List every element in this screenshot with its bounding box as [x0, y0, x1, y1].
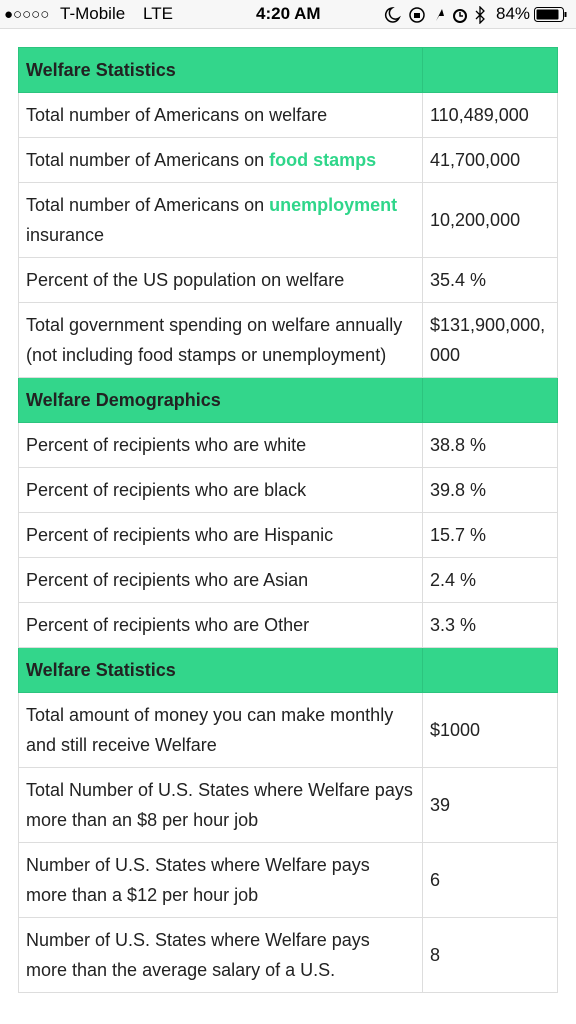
- battery-percent: 84%: [496, 4, 531, 23]
- label-text: Percent of recipients who are white: [26, 435, 307, 455]
- row-label: Percent of recipients who are black: [18, 467, 423, 513]
- data-row: Percent of recipients who are Hispanic 15…: [18, 512, 558, 558]
- header-empty-cell: [422, 47, 558, 93]
- status-bar: ●○○○○ T-Mobile LTE 4:20 AM 84%: [0, 0, 576, 29]
- label-text: Total number of Americans on welfare: [26, 105, 328, 125]
- time: 4:20 AM: [256, 4, 321, 23]
- row-label: Percent of the US population on welfare: [18, 257, 423, 303]
- row-value: 38.8 %: [422, 422, 558, 468]
- data-row: Total number of Americans on food stamps…: [18, 137, 558, 183]
- data-row: Total government spending on welfare ann…: [18, 302, 558, 378]
- row-value: 2.4 %: [422, 557, 558, 603]
- carrier: T-Mobile: [60, 4, 126, 23]
- header-empty-cell: [422, 377, 558, 423]
- label-text: Percent of the US population on welfare: [26, 270, 345, 290]
- section-header-row: Welfare Demographics: [18, 377, 558, 423]
- label-text: Total Number of U.S. States where Welfar…: [26, 780, 413, 830]
- section-header-row: Welfare Statistics: [18, 47, 558, 93]
- data-row: Total Number of U.S. States where Welfar…: [18, 767, 558, 843]
- row-value: 39.8 %: [422, 467, 558, 513]
- status-icons: [384, 6, 485, 24]
- label-text: Percent of recipients who are Hispanic: [26, 525, 334, 545]
- row-value: 39: [422, 767, 558, 843]
- data-row: Percent of recipients who are black 39.8 …: [18, 467, 558, 513]
- row-label: Total Number of U.S. States where Welfar…: [18, 767, 423, 843]
- table-container: Welfare Statistics Total number of Americ…: [18, 47, 558, 1024]
- row-label: Percent of recipients who are Hispanic: [18, 512, 423, 558]
- signal: ●○○○○: [4, 6, 50, 23]
- label-text: Total government spending on welfare ann…: [26, 315, 403, 365]
- data-row: Percent of recipients who are Other 3.3 %: [18, 602, 558, 648]
- row-value: 35.4 %: [422, 257, 558, 303]
- row-label: Percent of recipients who are Asian: [18, 557, 423, 603]
- label-text: insurance: [26, 225, 105, 245]
- row-value: 10,200,000: [422, 182, 558, 258]
- row-value: 15.7 %: [422, 512, 558, 558]
- row-label: Number of U.S. States where Welfare pays…: [18, 842, 423, 918]
- label-text: Total number of Americans on: [26, 195, 270, 215]
- row-label: Total number of Americans on food stamps: [18, 137, 423, 183]
- label-text: Percent of recipients who are black: [26, 480, 307, 500]
- label-text: Number of U.S. States where Welfare pays…: [26, 855, 370, 905]
- label-text: Number of U.S. States where Welfare pays…: [26, 930, 370, 980]
- row-value: 41,700,000: [422, 137, 558, 183]
- data-row: Total number of Americans on welfare 110,…: [18, 92, 558, 138]
- row-label: Percent of recipients who are white: [18, 422, 423, 468]
- row-label: Total number of Americans on welfare: [18, 92, 423, 138]
- row-label: Number of U.S. States where Welfare pays…: [18, 917, 423, 993]
- row-value: $131,900,000,000: [422, 302, 558, 378]
- row-value: 8: [422, 917, 558, 993]
- label-link[interactable]: unemployment: [269, 195, 398, 215]
- row-value: 110,489,000: [422, 92, 558, 138]
- row-label: Percent of recipients who are Other: [18, 602, 423, 648]
- row-label: Total government spending on welfare ann…: [18, 302, 423, 378]
- row-label: Total number of Americans on unemploymen…: [18, 182, 423, 258]
- welfare-table: Welfare Statistics Total number of Americ…: [18, 47, 558, 993]
- section-title: Welfare Statistics: [18, 647, 423, 693]
- data-row: Percent of recipients who are white 38.8 …: [18, 422, 558, 468]
- data-row: Percent of recipients who are Asian 2.4 %: [18, 557, 558, 603]
- battery-icon: [534, 7, 567, 22]
- label-text: Percent of recipients who are Other: [26, 615, 310, 635]
- data-row: Total number of Americans on unemploymen…: [18, 182, 558, 258]
- data-row: Percent of the US population on welfare 3…: [18, 257, 558, 303]
- label-text: Total amount of money you can make month…: [26, 705, 394, 755]
- row-value: $1000: [422, 692, 558, 768]
- section-title: Welfare Statistics: [18, 47, 423, 93]
- data-row: Number of U.S. States where Welfare pays…: [18, 917, 558, 993]
- label-text: Percent of recipients who are Asian: [26, 570, 309, 590]
- network: LTE: [143, 4, 173, 23]
- data-row: Number of U.S. States where Welfare pays…: [18, 842, 558, 918]
- label-link[interactable]: food stamps: [269, 150, 377, 170]
- section-title: Welfare Demographics: [18, 377, 423, 423]
- data-row: Total amount of money you can make month…: [18, 692, 558, 768]
- header-empty-cell: [422, 647, 558, 693]
- row-value: 6: [422, 842, 558, 918]
- row-value: 3.3 %: [422, 602, 558, 648]
- label-text: Total number of Americans on: [26, 150, 270, 170]
- section-header-row: Welfare Statistics: [18, 647, 558, 693]
- row-label: Total amount of money you can make month…: [18, 692, 423, 768]
